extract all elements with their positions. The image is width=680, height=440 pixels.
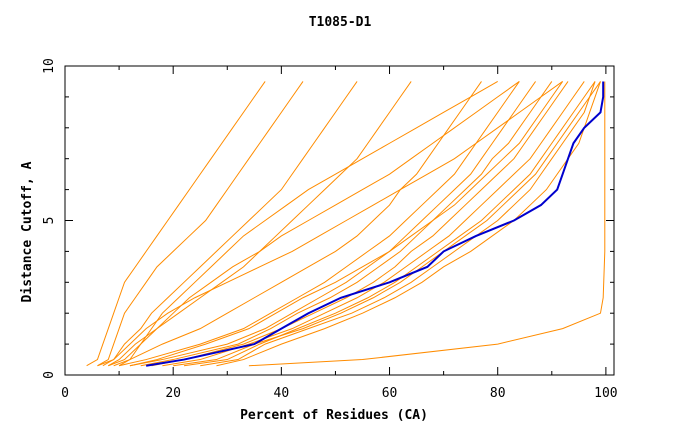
series-line	[97, 81, 304, 367]
series-line	[118, 81, 520, 367]
x-axis-label: Percent of Residues (CA)	[240, 408, 428, 423]
x-tick-label: 40	[274, 386, 290, 401]
y-tick-label: 10	[42, 58, 57, 74]
x-tick-label: 80	[490, 386, 506, 401]
series-line	[86, 81, 266, 367]
series-line	[118, 81, 498, 367]
series-line	[248, 81, 606, 367]
y-tick-label: 5	[42, 217, 57, 225]
series-line	[108, 81, 520, 367]
series-line	[97, 81, 563, 367]
x-tick-label: 100	[594, 386, 617, 401]
series-line	[140, 81, 553, 367]
chart-title: T1085-D1	[309, 15, 372, 30]
x-tick-label: 0	[61, 386, 69, 401]
series-line	[113, 81, 482, 367]
plot-area: 0 20 40 60 80 100 0 5 10	[42, 58, 618, 401]
x-tick-label: 20	[165, 386, 181, 401]
series-line	[162, 81, 585, 367]
series-line	[129, 81, 564, 367]
series-line	[108, 81, 412, 367]
series-line	[129, 81, 536, 367]
y-axis-label: Distance Cutoff, A	[20, 161, 35, 302]
series-line	[183, 81, 596, 367]
series-line	[145, 81, 605, 367]
series-line	[102, 81, 358, 367]
series-line	[173, 81, 596, 367]
x-tick-label: 60	[382, 386, 398, 401]
y-tick-label: 0	[42, 371, 57, 379]
series-line	[200, 81, 601, 367]
